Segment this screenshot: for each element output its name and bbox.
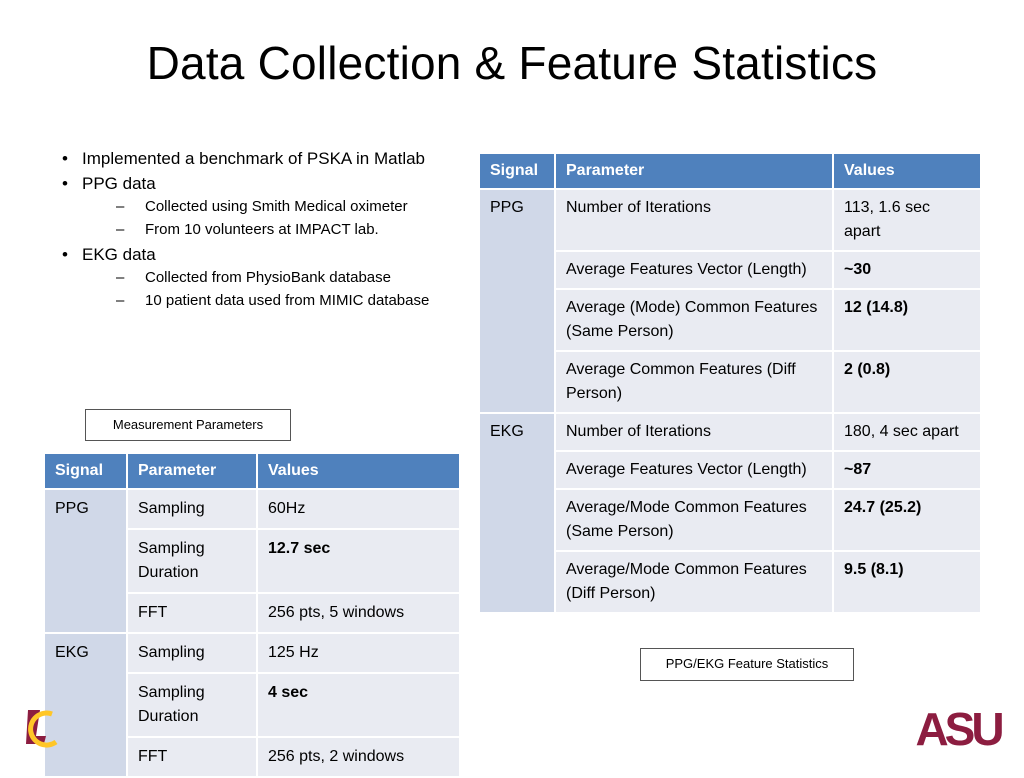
table-header: Values (832, 152, 982, 190)
table-header: Values (256, 452, 461, 490)
table-row: Sampling Duration 4 sec (44, 672, 461, 738)
sub-bullet-item: From 10 volunteers at IMPACT lab. (60, 221, 470, 239)
sub-bullet-item: Collected using Smith Medical oximeter (60, 198, 470, 216)
value-cell: 60Hz (256, 488, 461, 530)
table-header: Parameter (554, 152, 834, 190)
value-cell: 180, 4 sec apart (832, 412, 982, 452)
signal-cell: PPG (43, 488, 128, 634)
measurement-caption: Measurement Parameters (85, 409, 291, 441)
parameter-cell: Average Features Vector (Length) (554, 450, 834, 490)
value-cell: 9.5 (8.1) (832, 550, 982, 614)
parameter-cell: Sampling Duration (126, 528, 258, 594)
parameter-cell: Average Common Features (Diff Person) (554, 350, 834, 414)
table-row: Average/Mode Common Features (Same Perso… (479, 488, 982, 552)
value-cell: 256 pts, 5 windows (256, 592, 461, 634)
feature-statistics-table: Signal Parameter Values PPG Number of It… (478, 152, 982, 614)
table-header-row: Signal Parameter Values (43, 452, 461, 490)
table-header-row: Signal Parameter Values (478, 152, 982, 190)
parameter-cell: FFT (126, 736, 258, 778)
parameter-cell: Average/Mode Common Features (Diff Perso… (554, 550, 834, 614)
bullet-list: Implemented a benchmark of PSKA in Matla… (60, 148, 470, 315)
signal-cell: EKG (43, 632, 128, 778)
signal-cell: PPG (478, 188, 556, 414)
signal-cell: EKG (478, 412, 556, 614)
parameter-cell: Average/Mode Common Features (Same Perso… (554, 488, 834, 552)
parameter-cell: Sampling (126, 632, 258, 674)
parameter-cell: Number of Iterations (554, 412, 834, 452)
table-header: Parameter (126, 452, 258, 490)
parameter-cell: Sampling Duration (126, 672, 258, 738)
parameter-cell: Sampling (126, 488, 258, 530)
value-cell: 12 (14.8) (832, 288, 982, 352)
table-row: Average Common Features (Diff Person) 2 … (479, 350, 982, 414)
table-row: EKG Sampling 125 Hz (43, 632, 461, 778)
table-row: EKG Number of Iterations 180, 4 sec apar… (478, 412, 982, 614)
parameter-cell: FFT (126, 592, 258, 634)
value-cell: ~30 (832, 250, 982, 290)
table-row: Average/Mode Common Features (Diff Perso… (479, 550, 982, 614)
value-cell: 12.7 sec (256, 528, 461, 594)
table-row: Average (Mode) Common Features (Same Per… (479, 288, 982, 352)
parameter-cell: Average Features Vector (Length) (554, 250, 834, 290)
asu-logo-text: ASU (915, 704, 1002, 750)
university-logo-icon (26, 710, 58, 748)
parameter-cell: Average (Mode) Common Features (Same Per… (554, 288, 834, 352)
table-header: Signal (478, 152, 556, 190)
value-cell: 4 sec (256, 672, 461, 738)
slide-title: Data Collection & Feature Statistics (146, 37, 878, 89)
value-cell: 113, 1.6 sec apart (832, 188, 982, 252)
table-row: PPG Number of Iterations 113, 1.6 sec ap… (478, 188, 982, 414)
table-row: Average Features Vector (Length) ~30 (479, 250, 982, 290)
table-header: Signal (43, 452, 128, 490)
value-cell: ~87 (832, 450, 982, 490)
feature-caption: PPG/EKG Feature Statistics (640, 648, 854, 681)
measurement-table: Signal Parameter Values PPG Sampling 60H… (43, 452, 461, 778)
table-row: FFT 256 pts, 5 windows (44, 592, 461, 634)
value-cell: 24.7 (25.2) (832, 488, 982, 552)
table-row: Average Features Vector (Length) ~87 (479, 450, 982, 490)
parameter-cell: Number of Iterations (554, 188, 834, 252)
value-cell: 125 Hz (256, 632, 461, 674)
asu-logo: ASU (915, 704, 1006, 750)
bullet-item: Implemented a benchmark of PSKA in Matla… (60, 148, 470, 169)
table-row: PPG Sampling 60Hz (43, 488, 461, 634)
bullet-item: EKG data (60, 244, 470, 265)
table-row: Sampling Duration 12.7 sec (44, 528, 461, 594)
sub-bullet-item: Collected from PhysioBank database (60, 269, 470, 287)
value-cell: 256 pts, 2 windows (256, 736, 461, 778)
sub-bullet-item: 10 patient data used from MIMIC database (60, 292, 470, 310)
bullet-item: PPG data (60, 173, 470, 194)
value-cell: 2 (0.8) (832, 350, 982, 414)
